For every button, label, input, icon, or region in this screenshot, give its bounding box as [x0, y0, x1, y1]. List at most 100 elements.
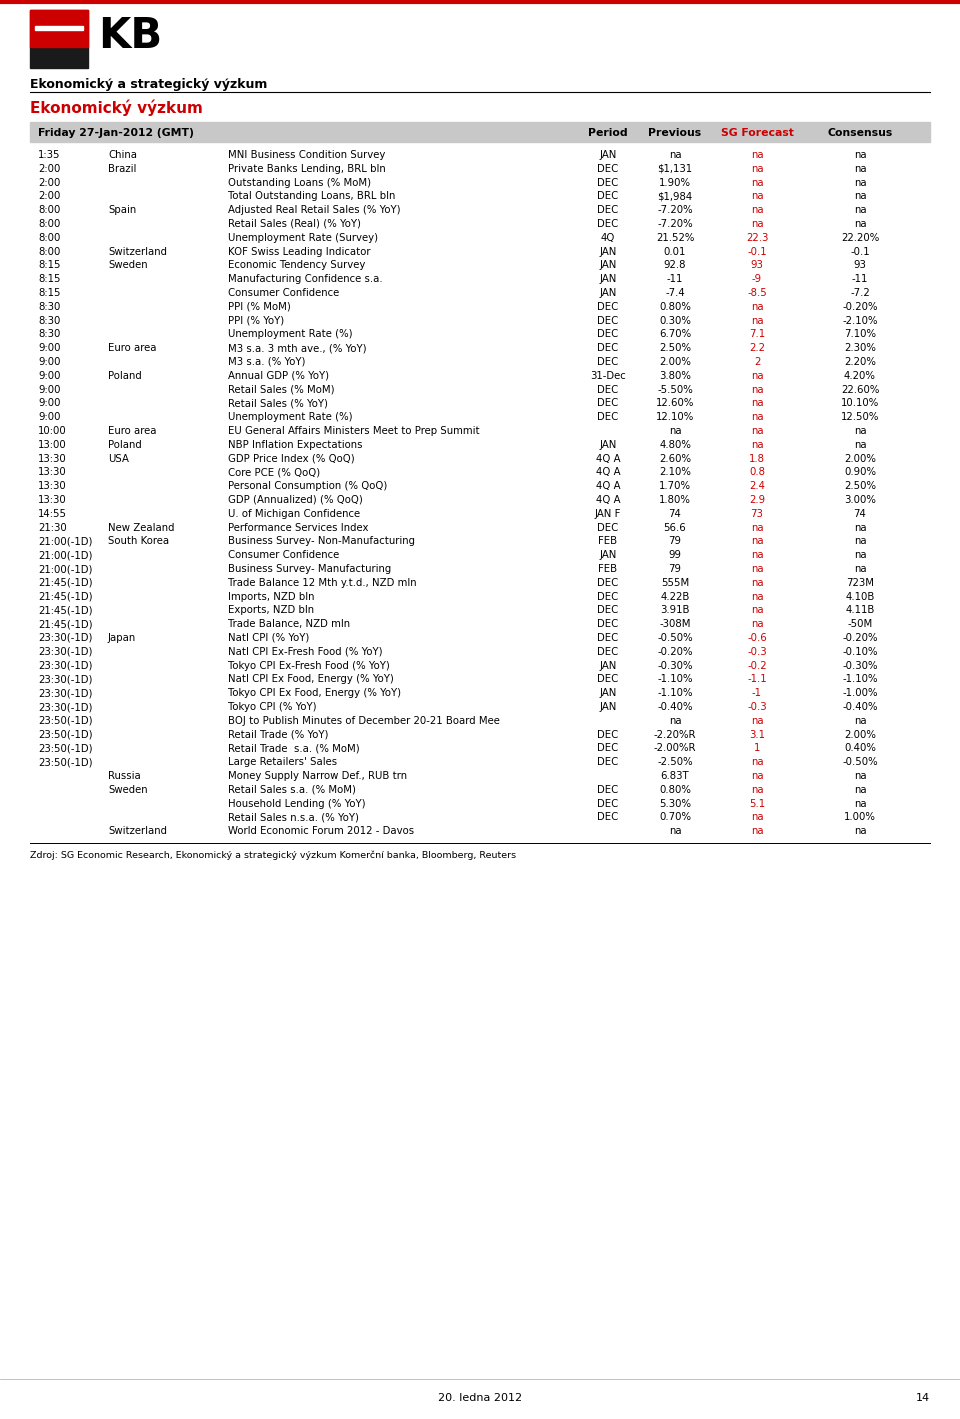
Text: NBP Inflation Expectations: NBP Inflation Expectations	[228, 440, 363, 450]
Text: DEC: DEC	[597, 744, 618, 753]
Text: na: na	[751, 813, 763, 823]
Text: 555M: 555M	[660, 578, 689, 587]
Text: Russia: Russia	[108, 771, 141, 780]
Text: $1,984: $1,984	[658, 192, 692, 201]
Text: 2.50%: 2.50%	[844, 481, 876, 491]
Text: 22.3: 22.3	[746, 233, 768, 243]
Text: 14: 14	[916, 1393, 930, 1403]
Text: KOF Swiss Leading Indicator: KOF Swiss Leading Indicator	[228, 247, 371, 257]
Text: JAN: JAN	[599, 288, 616, 298]
Text: na: na	[751, 771, 763, 780]
Text: DEC: DEC	[597, 592, 618, 602]
Text: JAN: JAN	[599, 702, 616, 712]
Text: $1,131: $1,131	[658, 163, 692, 173]
Text: na: na	[751, 385, 763, 394]
Text: DEC: DEC	[597, 578, 618, 587]
Text: 21:00(-1D): 21:00(-1D)	[38, 551, 92, 561]
Text: 8:00: 8:00	[38, 219, 60, 228]
Text: MNI Business Condition Survey: MNI Business Condition Survey	[228, 150, 385, 160]
Text: 2.20%: 2.20%	[844, 358, 876, 368]
Text: 4Q: 4Q	[601, 233, 615, 243]
Text: na: na	[751, 315, 763, 325]
Text: 20. ledna 2012: 20. ledna 2012	[438, 1393, 522, 1403]
Text: 4Q A: 4Q A	[596, 454, 620, 464]
Text: 2.9: 2.9	[749, 495, 765, 505]
Text: -2.00%R: -2.00%R	[654, 744, 696, 753]
Text: na: na	[853, 163, 866, 173]
Text: Retail Sales s.a. (% MoM): Retail Sales s.a. (% MoM)	[228, 785, 356, 795]
Text: KB: KB	[98, 16, 162, 57]
Text: na: na	[751, 177, 763, 187]
Text: JAN: JAN	[599, 150, 616, 160]
Text: na: na	[751, 440, 763, 450]
Text: 23:50(-1D): 23:50(-1D)	[38, 758, 92, 768]
Text: 23:50(-1D): 23:50(-1D)	[38, 729, 92, 739]
Text: Ekonomický a strategický výzkum: Ekonomický a strategický výzkum	[30, 78, 268, 91]
Text: DEC: DEC	[597, 206, 618, 216]
Text: na: na	[751, 412, 763, 423]
Text: 0.80%: 0.80%	[660, 302, 691, 312]
Text: na: na	[751, 192, 763, 201]
Text: DEC: DEC	[597, 412, 618, 423]
Text: -308M: -308M	[660, 619, 691, 629]
Text: 13:00: 13:00	[38, 440, 67, 450]
Text: 21.52%: 21.52%	[656, 233, 694, 243]
Text: DEC: DEC	[597, 329, 618, 339]
Text: 12.60%: 12.60%	[656, 399, 694, 409]
Text: Imports, NZD bln: Imports, NZD bln	[228, 592, 315, 602]
Text: Trade Balance, NZD mln: Trade Balance, NZD mln	[228, 619, 350, 629]
Text: DEC: DEC	[597, 813, 618, 823]
Text: -8.5: -8.5	[747, 288, 767, 298]
Text: Money Supply Narrow Def., RUB trn: Money Supply Narrow Def., RUB trn	[228, 771, 407, 780]
Text: 2.00%: 2.00%	[844, 454, 876, 464]
Text: U. of Michigan Confidence: U. of Michigan Confidence	[228, 509, 360, 519]
Text: Consumer Confidence: Consumer Confidence	[228, 288, 339, 298]
Text: 56.6: 56.6	[663, 522, 686, 532]
Text: PPI (% MoM): PPI (% MoM)	[228, 302, 291, 312]
Text: na: na	[751, 163, 763, 173]
Text: 2: 2	[754, 358, 760, 368]
Text: 79: 79	[668, 563, 682, 575]
Text: Trade Balance 12 Mth y.t.d., NZD mln: Trade Balance 12 Mth y.t.d., NZD mln	[228, 578, 417, 587]
Text: DEC: DEC	[597, 729, 618, 739]
Text: 23:30(-1D): 23:30(-1D)	[38, 633, 92, 643]
Text: 9:00: 9:00	[38, 343, 60, 353]
Text: na: na	[751, 758, 763, 768]
Text: -0.30%: -0.30%	[658, 661, 693, 671]
Text: EU General Affairs Ministers Meet to Prep Summit: EU General Affairs Ministers Meet to Pre…	[228, 426, 480, 436]
Text: -0.30%: -0.30%	[842, 661, 877, 671]
Text: 74: 74	[668, 509, 682, 519]
Text: 9:00: 9:00	[38, 385, 60, 394]
Text: Ekonomický výzkum: Ekonomický výzkum	[30, 99, 203, 116]
Text: na: na	[751, 399, 763, 409]
Text: 3.91B: 3.91B	[660, 606, 689, 616]
Text: Unemployment Rate (Survey): Unemployment Rate (Survey)	[228, 233, 378, 243]
Text: Euro area: Euro area	[108, 426, 156, 436]
Text: 21:45(-1D): 21:45(-1D)	[38, 578, 92, 587]
Text: 8:30: 8:30	[38, 329, 60, 339]
Text: Japan: Japan	[108, 633, 136, 643]
Text: 12.50%: 12.50%	[841, 412, 879, 423]
Text: 9:00: 9:00	[38, 358, 60, 368]
Text: 13:30: 13:30	[38, 481, 67, 491]
Text: na: na	[751, 578, 763, 587]
Text: na: na	[853, 522, 866, 532]
Text: 8:00: 8:00	[38, 206, 60, 216]
Text: 1: 1	[754, 744, 760, 753]
Text: 1.90%: 1.90%	[659, 177, 691, 187]
Text: 0.8: 0.8	[749, 467, 765, 477]
Text: 99: 99	[668, 551, 682, 561]
Text: DEC: DEC	[597, 399, 618, 409]
Text: JAN: JAN	[599, 274, 616, 284]
Text: na: na	[853, 785, 866, 795]
Text: -7.2: -7.2	[851, 288, 870, 298]
Text: 2.4: 2.4	[749, 481, 765, 491]
Text: Private Banks Lending, BRL bln: Private Banks Lending, BRL bln	[228, 163, 386, 173]
Text: 0.90%: 0.90%	[844, 467, 876, 477]
Text: -11: -11	[667, 274, 684, 284]
Text: Sweden: Sweden	[108, 261, 148, 271]
Text: -7.20%: -7.20%	[658, 206, 693, 216]
Text: na: na	[751, 522, 763, 532]
Text: JAN: JAN	[599, 261, 616, 271]
Text: 93: 93	[853, 261, 867, 271]
